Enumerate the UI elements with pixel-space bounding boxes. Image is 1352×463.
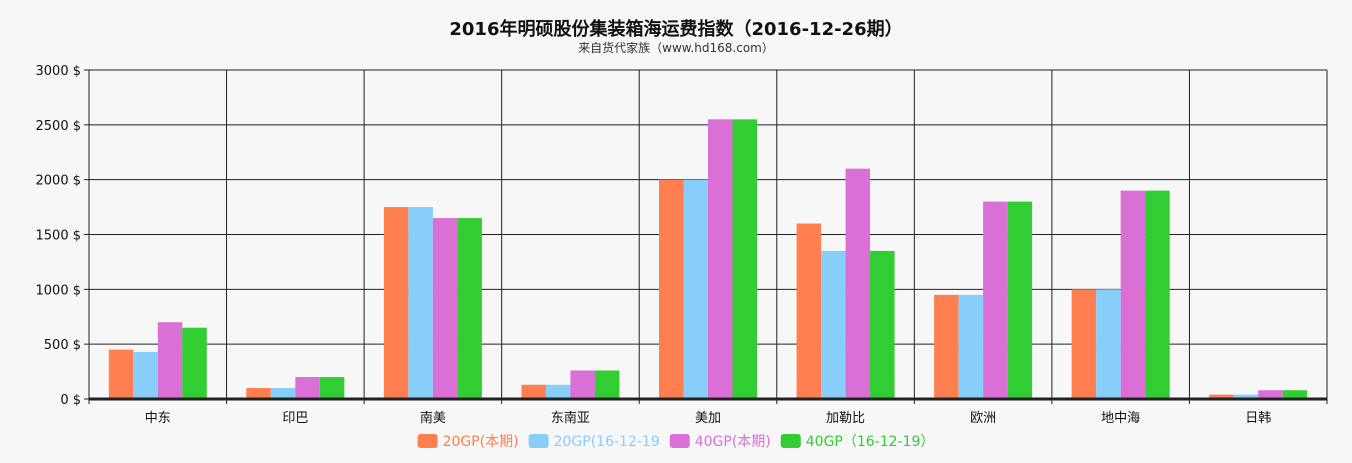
y-tick-label: 0 $: [60, 393, 81, 408]
bar: [383, 207, 409, 399]
bar: [708, 119, 733, 399]
bar: [594, 370, 620, 399]
bar: [870, 250, 895, 399]
legend-swatch: [780, 434, 801, 448]
bar: [1145, 190, 1170, 399]
y-tick-label: 1500 $: [36, 229, 82, 244]
legend-item[interactable]: 20GP(16-12-19: [528, 434, 660, 450]
bars-group: [108, 119, 1308, 399]
x-category-label: 印巴: [282, 411, 308, 426]
bar: [432, 218, 458, 399]
x-category-label: 南美: [420, 410, 446, 426]
bar: [295, 377, 320, 399]
axes: 0 $ 500 $ 1000 $ 1500 $ 2000 $ 2500 $ 3000 $ 中东…: [36, 64, 1328, 426]
bar: [821, 250, 846, 399]
bar: [796, 223, 822, 399]
chart-subtitle: 来自货代家族（www.hd168.com）: [578, 40, 774, 55]
bar: [934, 294, 959, 399]
x-category-label: 加勒比: [826, 411, 865, 426]
bar: [845, 168, 871, 399]
bar: [457, 218, 482, 399]
bar: [182, 327, 207, 399]
bar: [1233, 394, 1259, 399]
chart-title: 2016年明硕股份集装箱海运费指数（2016-12-26期）: [449, 18, 902, 40]
y-tick-label: 2000 $: [36, 174, 82, 189]
bar: [157, 322, 183, 399]
x-category-label: 日韩: [1245, 411, 1271, 426]
y-tick-label: 500 $: [44, 338, 81, 353]
legend-label: 20GP(本期): [443, 434, 519, 450]
legend-item[interactable]: 40GP（16-12-19）: [780, 434, 935, 450]
bar: [108, 349, 134, 399]
bar: [570, 370, 595, 399]
x-category-label: 欧洲: [970, 411, 996, 426]
bar: [1096, 289, 1121, 399]
bar: [958, 294, 984, 399]
bar: [270, 388, 296, 399]
legend-label: 40GP（16-12-19）: [806, 434, 935, 450]
y-tick-label: 2500 $: [36, 119, 82, 134]
legend-swatch: [669, 434, 690, 448]
x-category-label: 美加: [695, 411, 721, 426]
bar: [732, 119, 757, 399]
bar: [1209, 394, 1234, 399]
x-category-label: 地中海: [1101, 411, 1140, 426]
y-tick-label: 3000 $: [36, 64, 82, 79]
bar: [133, 351, 158, 399]
bar: [1007, 201, 1033, 399]
bar: [545, 384, 571, 399]
bar: [408, 207, 433, 399]
bar: [1071, 289, 1097, 399]
legend-swatch: [417, 434, 438, 448]
legend-label: 20GP(16-12-19: [554, 434, 660, 450]
x-category-label: 东南亚: [551, 410, 590, 426]
bar: [521, 384, 546, 399]
bar: [983, 201, 1008, 399]
legend-label: 40GP(本期): [695, 434, 771, 450]
bar: [683, 179, 708, 399]
bar: [246, 388, 271, 399]
x-category-label: 中东: [145, 411, 171, 426]
bar: [319, 377, 345, 399]
y-tick-label: 1000 $: [36, 283, 82, 298]
legend-swatch: [528, 434, 549, 448]
legend-item[interactable]: 40GP(本期): [669, 434, 771, 450]
bar: [1282, 390, 1308, 399]
bar: [659, 179, 684, 399]
legend-item[interactable]: 20GP(本期): [417, 434, 519, 450]
bar: [1120, 190, 1146, 399]
legend: 20GP(本期) 20GP(16-12-19 40GP(本期) 40GP（16-12-…: [417, 434, 935, 450]
bar: [1258, 390, 1283, 399]
